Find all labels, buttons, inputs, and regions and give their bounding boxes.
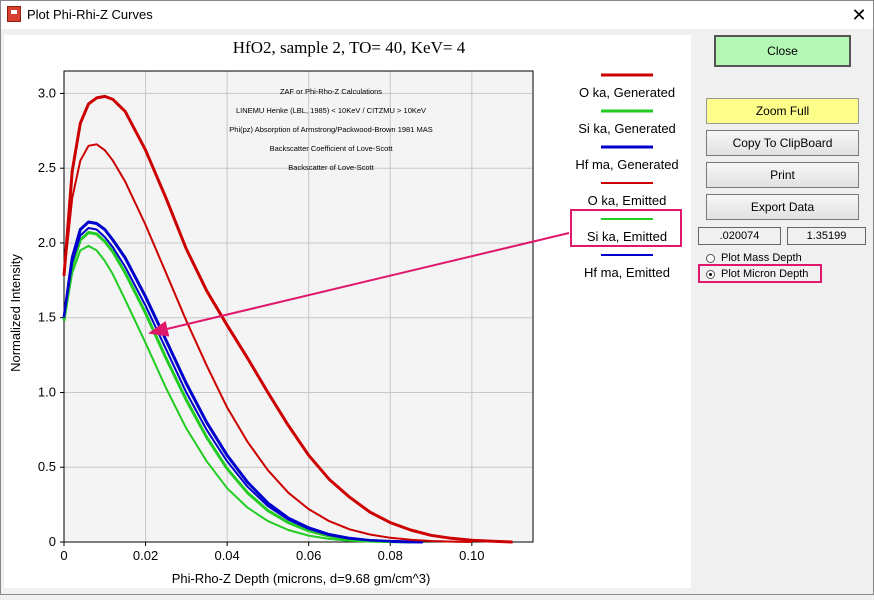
plot-mass-depth-radio[interactable]: Plot Mass Depth (706, 252, 802, 264)
copy-to-clipboard-button[interactable]: Copy To ClipBoard (706, 130, 859, 156)
y-tick-label: 2.0 (38, 235, 56, 250)
x-tick-label: 0.10 (459, 548, 484, 563)
radio-unchecked-icon[interactable] (706, 253, 715, 263)
y-tick-label: 2.5 (38, 160, 56, 175)
phi-rho-z-chart: HfO2, sample 2, TO= 40, KeV= 4 0 0.5 1.0 1.… (8, 38, 682, 586)
window-title: Plot Phi-Rhi-Z Curves (27, 7, 153, 22)
callout-arrow (148, 232, 570, 337)
annotation-line: ZAF or Phi-Rho-Z Calculations (280, 87, 382, 96)
plot-panel: HfO2, sample 2, TO= 40, KeV= 4 0 0.5 1.0 1.… (4, 35, 691, 588)
y-tick-label: 3.0 (38, 85, 56, 100)
callout-overlay (148, 209, 682, 337)
legend-highlight-box (570, 209, 682, 247)
plot-frame (63, 70, 534, 543)
plot-micron-depth-label: Plot Micron Depth (721, 268, 809, 280)
series-line-5 (63, 227, 411, 543)
x-tick-label: 0.08 (378, 548, 403, 563)
annotation-line: Backscatter of Love-Scott (288, 163, 374, 172)
zoom-full-button[interactable]: Zoom Full (706, 98, 859, 124)
legend-label-1: Si ka, Generated (578, 121, 676, 136)
annotation-line: LINEMU Henke (LBL, 1985) < 10KeV / CITZM… (236, 106, 426, 115)
x-axis-label: Phi-Rho-Z Depth (microns, d=9.68 gm/cm^3… (172, 571, 431, 586)
y-axis-label: Normalized Intensity (8, 254, 23, 372)
x-tick-label: 0.06 (296, 548, 321, 563)
window-close-icon[interactable]: ✕ (851, 5, 867, 25)
y-tick-label: 1.5 (38, 310, 56, 325)
title-bar: Plot Phi-Rhi-Z Curves ✕ (1, 1, 873, 29)
annotation-line: Backscatter Coefficient of Love-Scott (270, 144, 394, 153)
x-tick-label: 0 (60, 548, 67, 563)
x-tick-label: 0.04 (214, 548, 239, 563)
y-tick-label: 1.0 (38, 384, 56, 399)
series-line-3 (63, 143, 472, 543)
x-readout: .020074 (698, 227, 781, 245)
chart-annotations: ZAF or Phi-Rho-Z Calculations LINEMU Henk… (229, 87, 432, 172)
x-tick-label: 0.02 (133, 548, 158, 563)
chart-legend: O ka, Generated Si ka, Generated Hf ma, Ge… (575, 73, 679, 280)
annotation-line: Phi(pz) Absorption of Armstrong/Packwood… (229, 125, 432, 134)
close-button[interactable]: Close (714, 35, 851, 67)
plot-background (63, 70, 534, 543)
y-readout: 1.35199 (787, 227, 866, 245)
plot-area: 0 0.5 1.0 1.5 2.0 2.5 3.0 0 0.02 0.04 0.06 0.08 0.10 (38, 70, 534, 563)
legend-label-0: O ka, Generated (579, 85, 675, 100)
legend-label-4: Si ka, Emitted (587, 229, 667, 244)
legend-label-5: Hf ma, Emitted (584, 265, 670, 280)
legend-label-3: O ka, Emitted (588, 193, 667, 208)
radio-checked-icon[interactable] (706, 269, 715, 279)
legend-label-2: Hf ma, Generated (575, 157, 678, 172)
plot-micron-depth-radio[interactable]: Plot Micron Depth (706, 268, 808, 280)
zaf-app-icon (7, 6, 21, 22)
chart-title: HfO2, sample 2, TO= 40, KeV= 4 (233, 38, 466, 57)
y-tick-label: 0 (49, 534, 56, 549)
series-line-4 (63, 244, 391, 543)
plot-mass-depth-label: Plot Mass Depth (721, 252, 802, 264)
export-data-button[interactable]: Export Data (706, 194, 859, 220)
micron-depth-highlight-box (698, 264, 822, 283)
y-tick-label: 0.5 (38, 459, 56, 474)
series-line-0 (62, 94, 513, 544)
print-button[interactable]: Print (706, 162, 859, 188)
